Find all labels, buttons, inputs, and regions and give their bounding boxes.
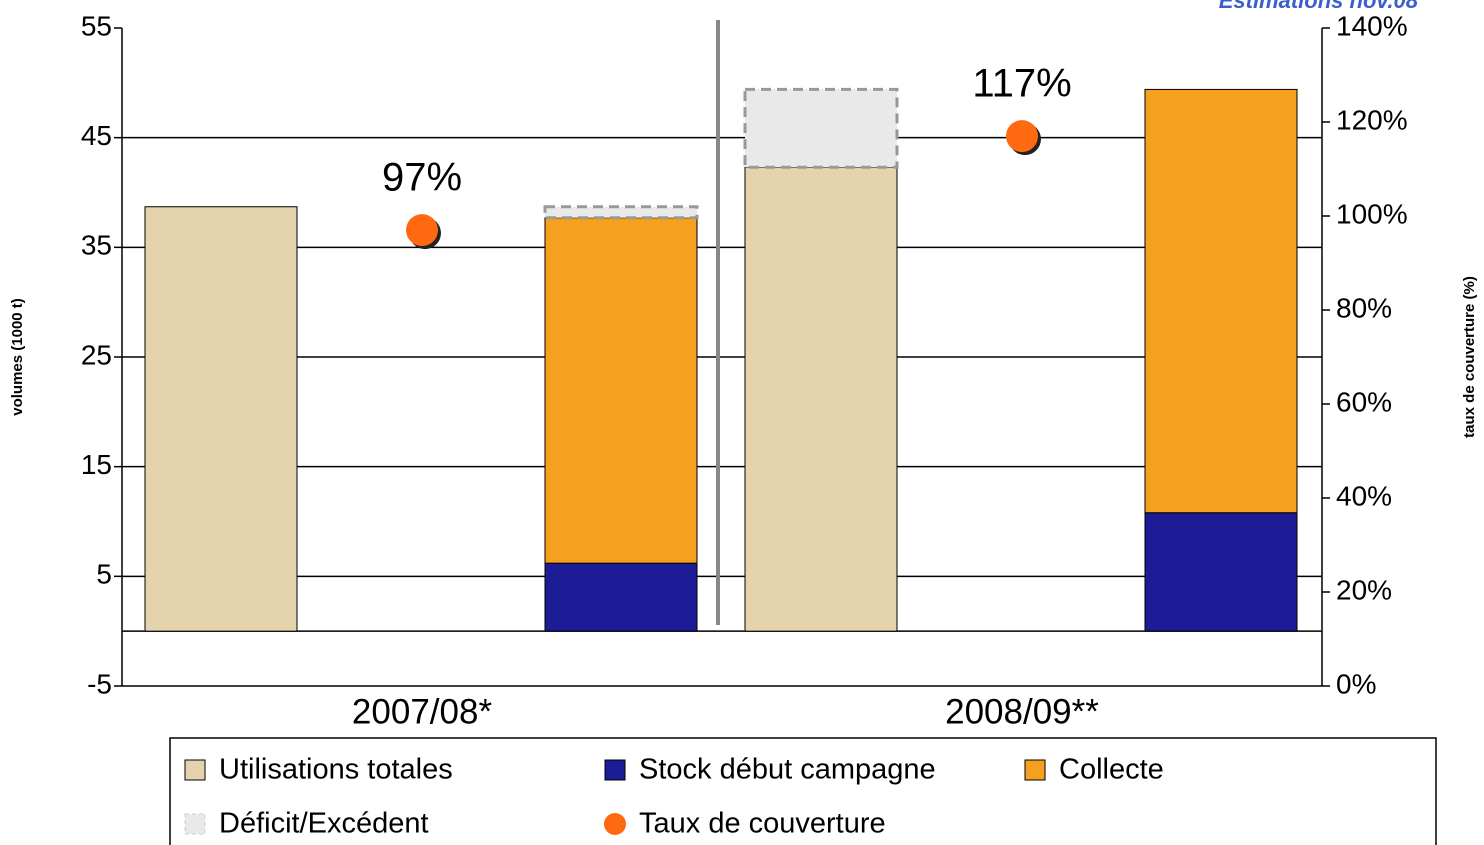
legend-box [169, 737, 1437, 845]
y2-tick-label: 0% [1336, 668, 1376, 699]
legend-label: Taux de couverture [639, 808, 886, 840]
y2-tick-label: 60% [1336, 386, 1392, 417]
y2-tick-label: 120% [1336, 104, 1408, 135]
bar [743, 87, 899, 169]
bar [744, 166, 898, 632]
legend-marker [604, 813, 626, 835]
bar [543, 205, 699, 220]
bar [544, 562, 698, 632]
x-tick-label: 2008/09** [945, 692, 1099, 731]
data-label: 117% [972, 62, 1071, 106]
legend-label: Déficit/Excédent [219, 808, 429, 840]
y-tick-label: 15 [81, 449, 112, 480]
y-tick-label: 25 [81, 339, 112, 370]
y2-tick-label: 40% [1336, 480, 1392, 511]
marker [406, 214, 438, 247]
x-tick-label: 2007/08* [352, 692, 493, 731]
y-tick-label: 55 [81, 10, 112, 41]
legend-swatch [184, 759, 206, 781]
legend-swatch [1024, 759, 1046, 781]
legend-swatch [604, 759, 626, 781]
y2-tick-label: 100% [1336, 198, 1408, 229]
y-tick-label: 5 [96, 559, 112, 590]
bar [1144, 512, 1298, 632]
annotation: Estimations nov.08 [1219, 0, 1419, 13]
bar [1144, 88, 1298, 514]
y2-axis-title: taux de couverture (%) [1461, 276, 1478, 438]
y2-tick-label: 140% [1336, 10, 1408, 41]
y2-tick-label: 20% [1336, 574, 1392, 605]
marker [1006, 120, 1038, 153]
y-tick-label: -5 [87, 668, 112, 699]
y2-tick-label: 80% [1336, 292, 1392, 323]
data-label: 97% [382, 156, 462, 200]
y-tick-label: 35 [81, 230, 112, 261]
legend-swatch [184, 813, 206, 835]
y-axis-title: volumes (1000 t) [9, 298, 26, 416]
legend-label: Collecte [1059, 754, 1164, 786]
bar [144, 206, 298, 632]
legend-label: Utilisations totales [219, 754, 453, 786]
bar [544, 217, 698, 564]
y-tick-label: 45 [81, 120, 112, 151]
legend-label: Stock début campagne [639, 754, 936, 786]
